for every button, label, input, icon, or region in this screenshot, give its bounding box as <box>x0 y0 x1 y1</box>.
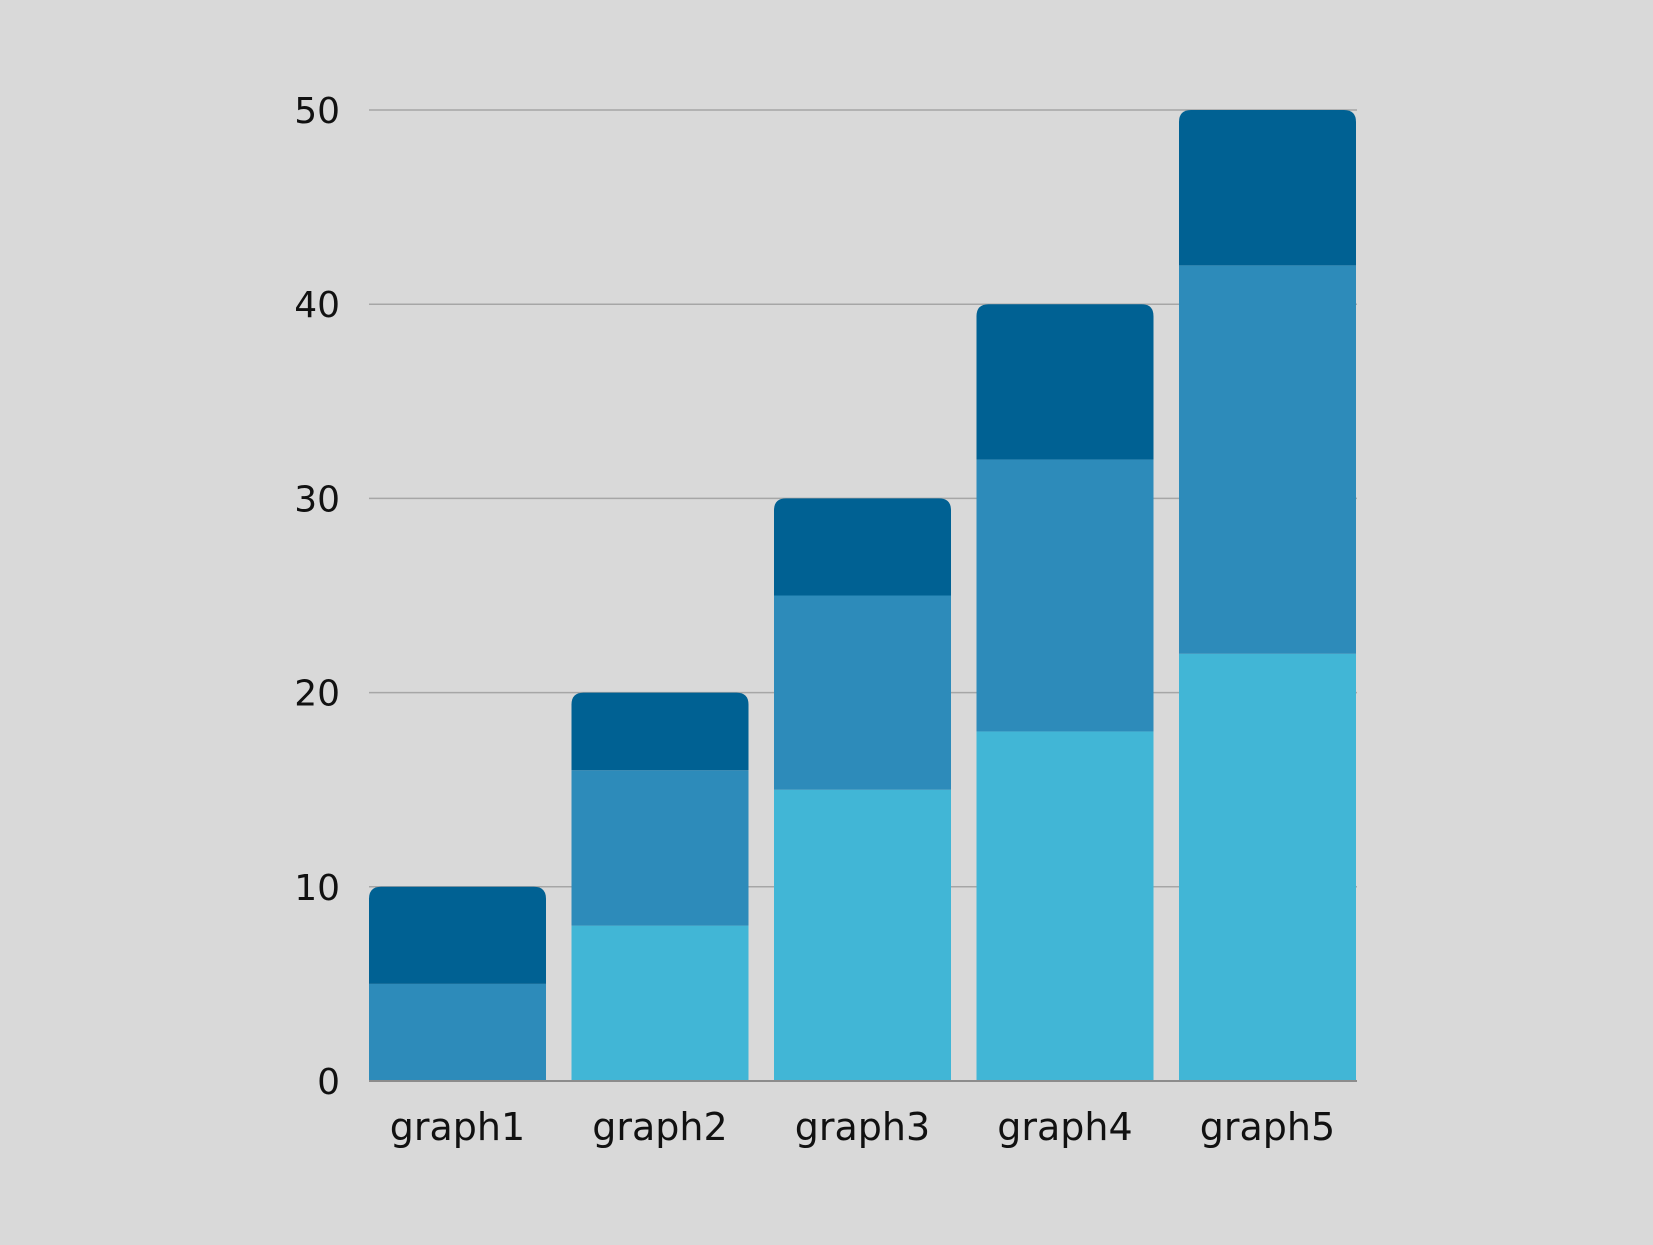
y-tick-label-20: 20 <box>294 674 340 715</box>
y-tick-label-30: 30 <box>294 479 340 520</box>
bar-graph2-segment-1 <box>571 925 749 1081</box>
y-tick-label-40: 40 <box>294 285 340 326</box>
bar-graph5-segment-2 <box>1179 265 1356 654</box>
bar-graph2-segment-2 <box>571 770 749 926</box>
bar-graph4-segment-2 <box>976 459 1154 732</box>
bar-graph1-segment-2 <box>369 983 546 1081</box>
bar-graph1-segment-3 <box>369 886 546 984</box>
y-tick-label-50: 50 <box>294 91 340 132</box>
x-tick-label-graph1: graph1 <box>390 1105 525 1149</box>
y-tick-label-10: 10 <box>294 868 340 909</box>
x-axis-category-labels: graph1 graph2 graph3 graph4 graph5 <box>390 1105 1335 1149</box>
bar-graph3-segment-2 <box>774 595 951 790</box>
bars <box>369 110 1356 1081</box>
x-tick-label-graph4: graph4 <box>997 1105 1132 1149</box>
x-tick-label-graph5: graph5 <box>1200 1105 1335 1149</box>
bar-graph3-segment-3 <box>774 498 951 596</box>
y-tick-label-0: 0 <box>317 1062 340 1103</box>
x-tick-label-graph3: graph3 <box>795 1105 930 1149</box>
bar-graph4-segment-1 <box>976 731 1154 1081</box>
bar-graph5-segment-1 <box>1179 653 1356 1081</box>
bar-graph2-segment-3 <box>571 692 749 771</box>
bar-graph5-segment-3 <box>1179 110 1356 266</box>
y-axis-tick-labels: 0 10 20 30 40 50 <box>294 91 340 1103</box>
bar-graph3-segment-1 <box>774 789 951 1081</box>
bar-graph4-segment-3 <box>976 304 1154 460</box>
x-tick-label-graph2: graph2 <box>592 1105 727 1149</box>
